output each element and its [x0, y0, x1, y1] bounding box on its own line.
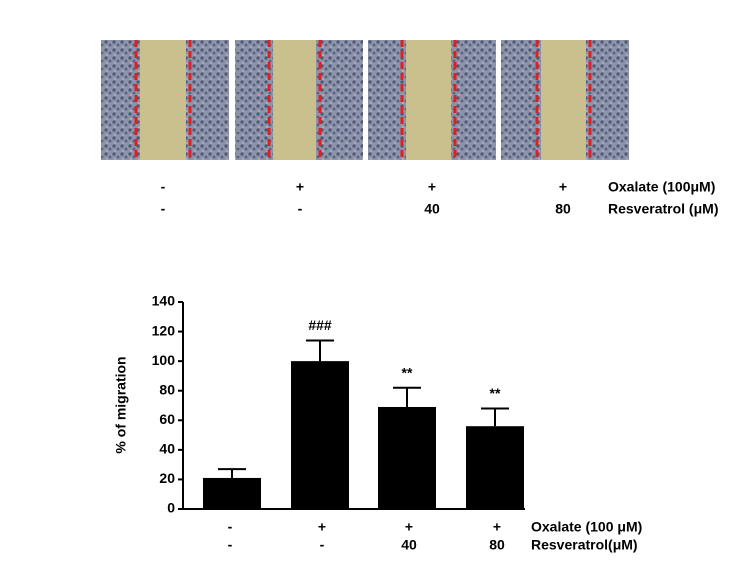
row-label: +	[559, 179, 567, 195]
row-name: Oxalate (100μM)	[608, 179, 715, 195]
y-tick-label: 120	[152, 322, 176, 338]
x-tick-label: +	[405, 519, 413, 535]
row-label: -	[161, 179, 166, 195]
row-label: 80	[555, 201, 571, 217]
row-label: +	[296, 179, 304, 195]
category-row-name: Oxalate (100 μM)	[531, 519, 642, 535]
x-tick-label: 40	[401, 537, 417, 553]
x-tick-label: -	[320, 537, 325, 553]
micrograph-row	[101, 40, 629, 160]
bar	[203, 477, 261, 509]
bar	[378, 406, 436, 509]
wound-gap	[140, 40, 186, 160]
y-tick-label: 20	[159, 470, 175, 486]
x-tick-label: -	[228, 519, 233, 535]
row-label: -	[161, 201, 166, 217]
significance-label: **	[490, 385, 501, 401]
significance-label: **	[402, 364, 413, 380]
row-label: -	[298, 201, 303, 217]
y-tick-label: 40	[159, 441, 175, 457]
x-tick-label: +	[318, 519, 326, 535]
bar	[466, 426, 524, 509]
significance-label: ###	[308, 317, 332, 333]
row-name: Resveratrol (μM)	[608, 201, 718, 217]
y-tick-label: 0	[167, 500, 175, 516]
x-tick-label: +	[493, 519, 501, 535]
y-axis-label: % of migration	[113, 356, 129, 453]
y-tick-label: 100	[152, 352, 176, 368]
y-tick-label: 140	[152, 293, 176, 309]
row-label: 40	[424, 201, 440, 217]
row-label: +	[428, 179, 436, 195]
x-tick-label: -	[228, 537, 233, 553]
y-tick-label: 60	[159, 411, 175, 427]
category-row-name: Resveratrol(μM)	[531, 537, 638, 553]
wound-gap	[406, 40, 451, 160]
y-tick-label: 80	[159, 381, 175, 397]
bar	[291, 361, 349, 509]
x-tick-label: 80	[489, 537, 505, 553]
wound-gap	[273, 40, 316, 160]
wound-gap	[541, 40, 586, 160]
